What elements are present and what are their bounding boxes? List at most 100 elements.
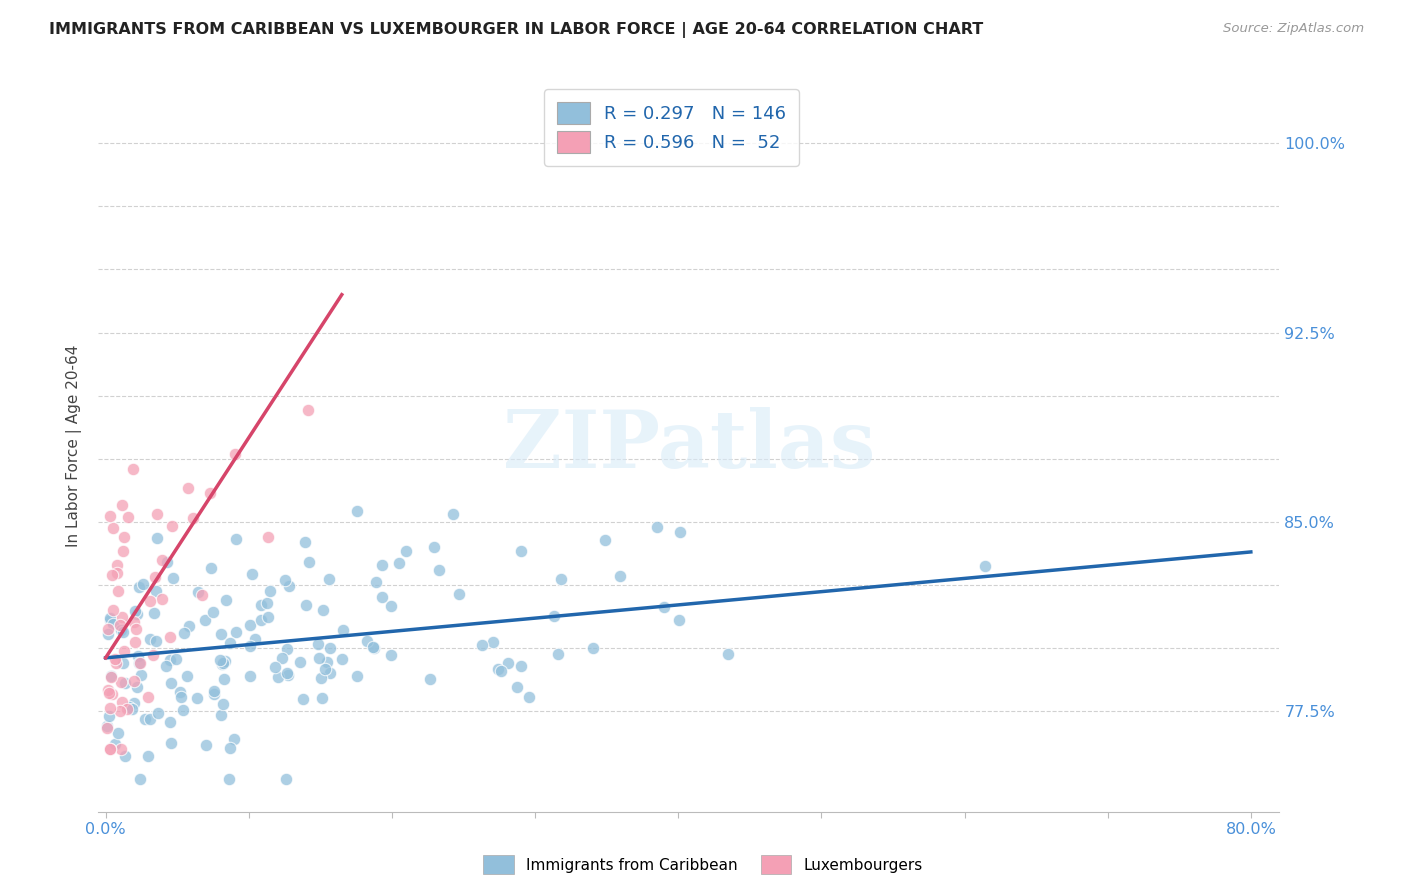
Point (250, 598, 273, 612)
Point (441, 507, 464, 521)
Point (482, 635, 505, 649)
Point (330, 652, 353, 666)
Point (142, 607, 165, 621)
Text: Source: ZipAtlas.com: Source: ZipAtlas.com (1223, 22, 1364, 36)
Point (101, 616, 124, 631)
Point (256, 610, 278, 624)
Point (117, 509, 139, 524)
Point (319, 640, 342, 655)
Point (257, 530, 280, 544)
Point (101, 568, 124, 582)
Point (101, 687, 124, 701)
Point (105, 558, 128, 572)
Point (609, 569, 631, 583)
Point (131, 668, 153, 682)
Point (160, 736, 183, 750)
Point (194, 738, 217, 752)
Point (125, 680, 148, 694)
Point (212, 656, 235, 670)
Point (208, 653, 231, 667)
Point (110, 675, 132, 690)
Point (172, 703, 194, 717)
Text: IMMIGRANTS FROM CARIBBEAN VS LUXEMBOURGER IN LABOR FORCE | AGE 20-64 CORRELATION: IMMIGRANTS FROM CARIBBEAN VS LUXEMBOURGE… (49, 22, 983, 38)
Point (101, 603, 124, 617)
Point (177, 481, 200, 495)
Point (121, 702, 143, 716)
Point (224, 447, 246, 461)
Point (155, 659, 177, 673)
Point (191, 588, 214, 602)
Point (124, 603, 146, 617)
Point (122, 615, 145, 630)
Point (177, 619, 200, 633)
Point (346, 669, 368, 683)
Point (245, 632, 267, 646)
Point (155, 555, 177, 569)
Point (187, 584, 209, 599)
Point (129, 772, 152, 786)
Point (150, 553, 173, 567)
Point (110, 624, 132, 638)
Point (363, 641, 385, 656)
Point (169, 684, 191, 698)
Point (319, 666, 342, 681)
Point (250, 613, 273, 627)
Point (165, 652, 187, 666)
Point (380, 599, 402, 613)
Point (139, 594, 162, 608)
Point (277, 667, 299, 681)
Point (112, 543, 135, 558)
Point (194, 614, 217, 628)
Point (127, 648, 149, 663)
Point (176, 669, 198, 683)
Point (112, 530, 135, 544)
Point (471, 638, 494, 652)
Point (219, 740, 242, 755)
Point (297, 402, 319, 417)
Point (276, 772, 298, 786)
Point (267, 670, 290, 684)
Point (311, 690, 333, 705)
Point (239, 639, 262, 653)
Point (98, 686, 121, 700)
Point (97, 682, 120, 697)
Point (509, 543, 531, 558)
Point (104, 651, 127, 665)
Point (652, 600, 675, 615)
Point (288, 655, 311, 669)
Point (136, 749, 159, 764)
Point (314, 662, 336, 676)
Point (218, 772, 240, 786)
Point (486, 662, 509, 676)
Point (122, 697, 145, 711)
Point (110, 498, 132, 512)
Point (98, 613, 121, 627)
Point (491, 664, 513, 678)
Point (101, 521, 124, 535)
Point (105, 566, 128, 580)
Point (159, 675, 181, 690)
Point (201, 605, 224, 619)
Point (202, 687, 225, 701)
Point (278, 579, 301, 593)
Point (98, 700, 121, 714)
Point (395, 543, 418, 558)
Point (271, 651, 294, 665)
Point (128, 657, 150, 671)
Point (125, 622, 148, 636)
Point (114, 676, 136, 690)
Point (312, 603, 335, 617)
Point (318, 572, 340, 586)
Point (219, 636, 242, 650)
Point (259, 583, 281, 598)
Point (142, 648, 165, 662)
Point (370, 558, 392, 573)
Point (380, 648, 402, 662)
Point (100, 670, 122, 684)
Point (517, 690, 540, 705)
Point (211, 657, 233, 671)
Point (96, 719, 118, 733)
Point (212, 697, 235, 711)
Point (132, 577, 155, 591)
Point (138, 632, 160, 646)
